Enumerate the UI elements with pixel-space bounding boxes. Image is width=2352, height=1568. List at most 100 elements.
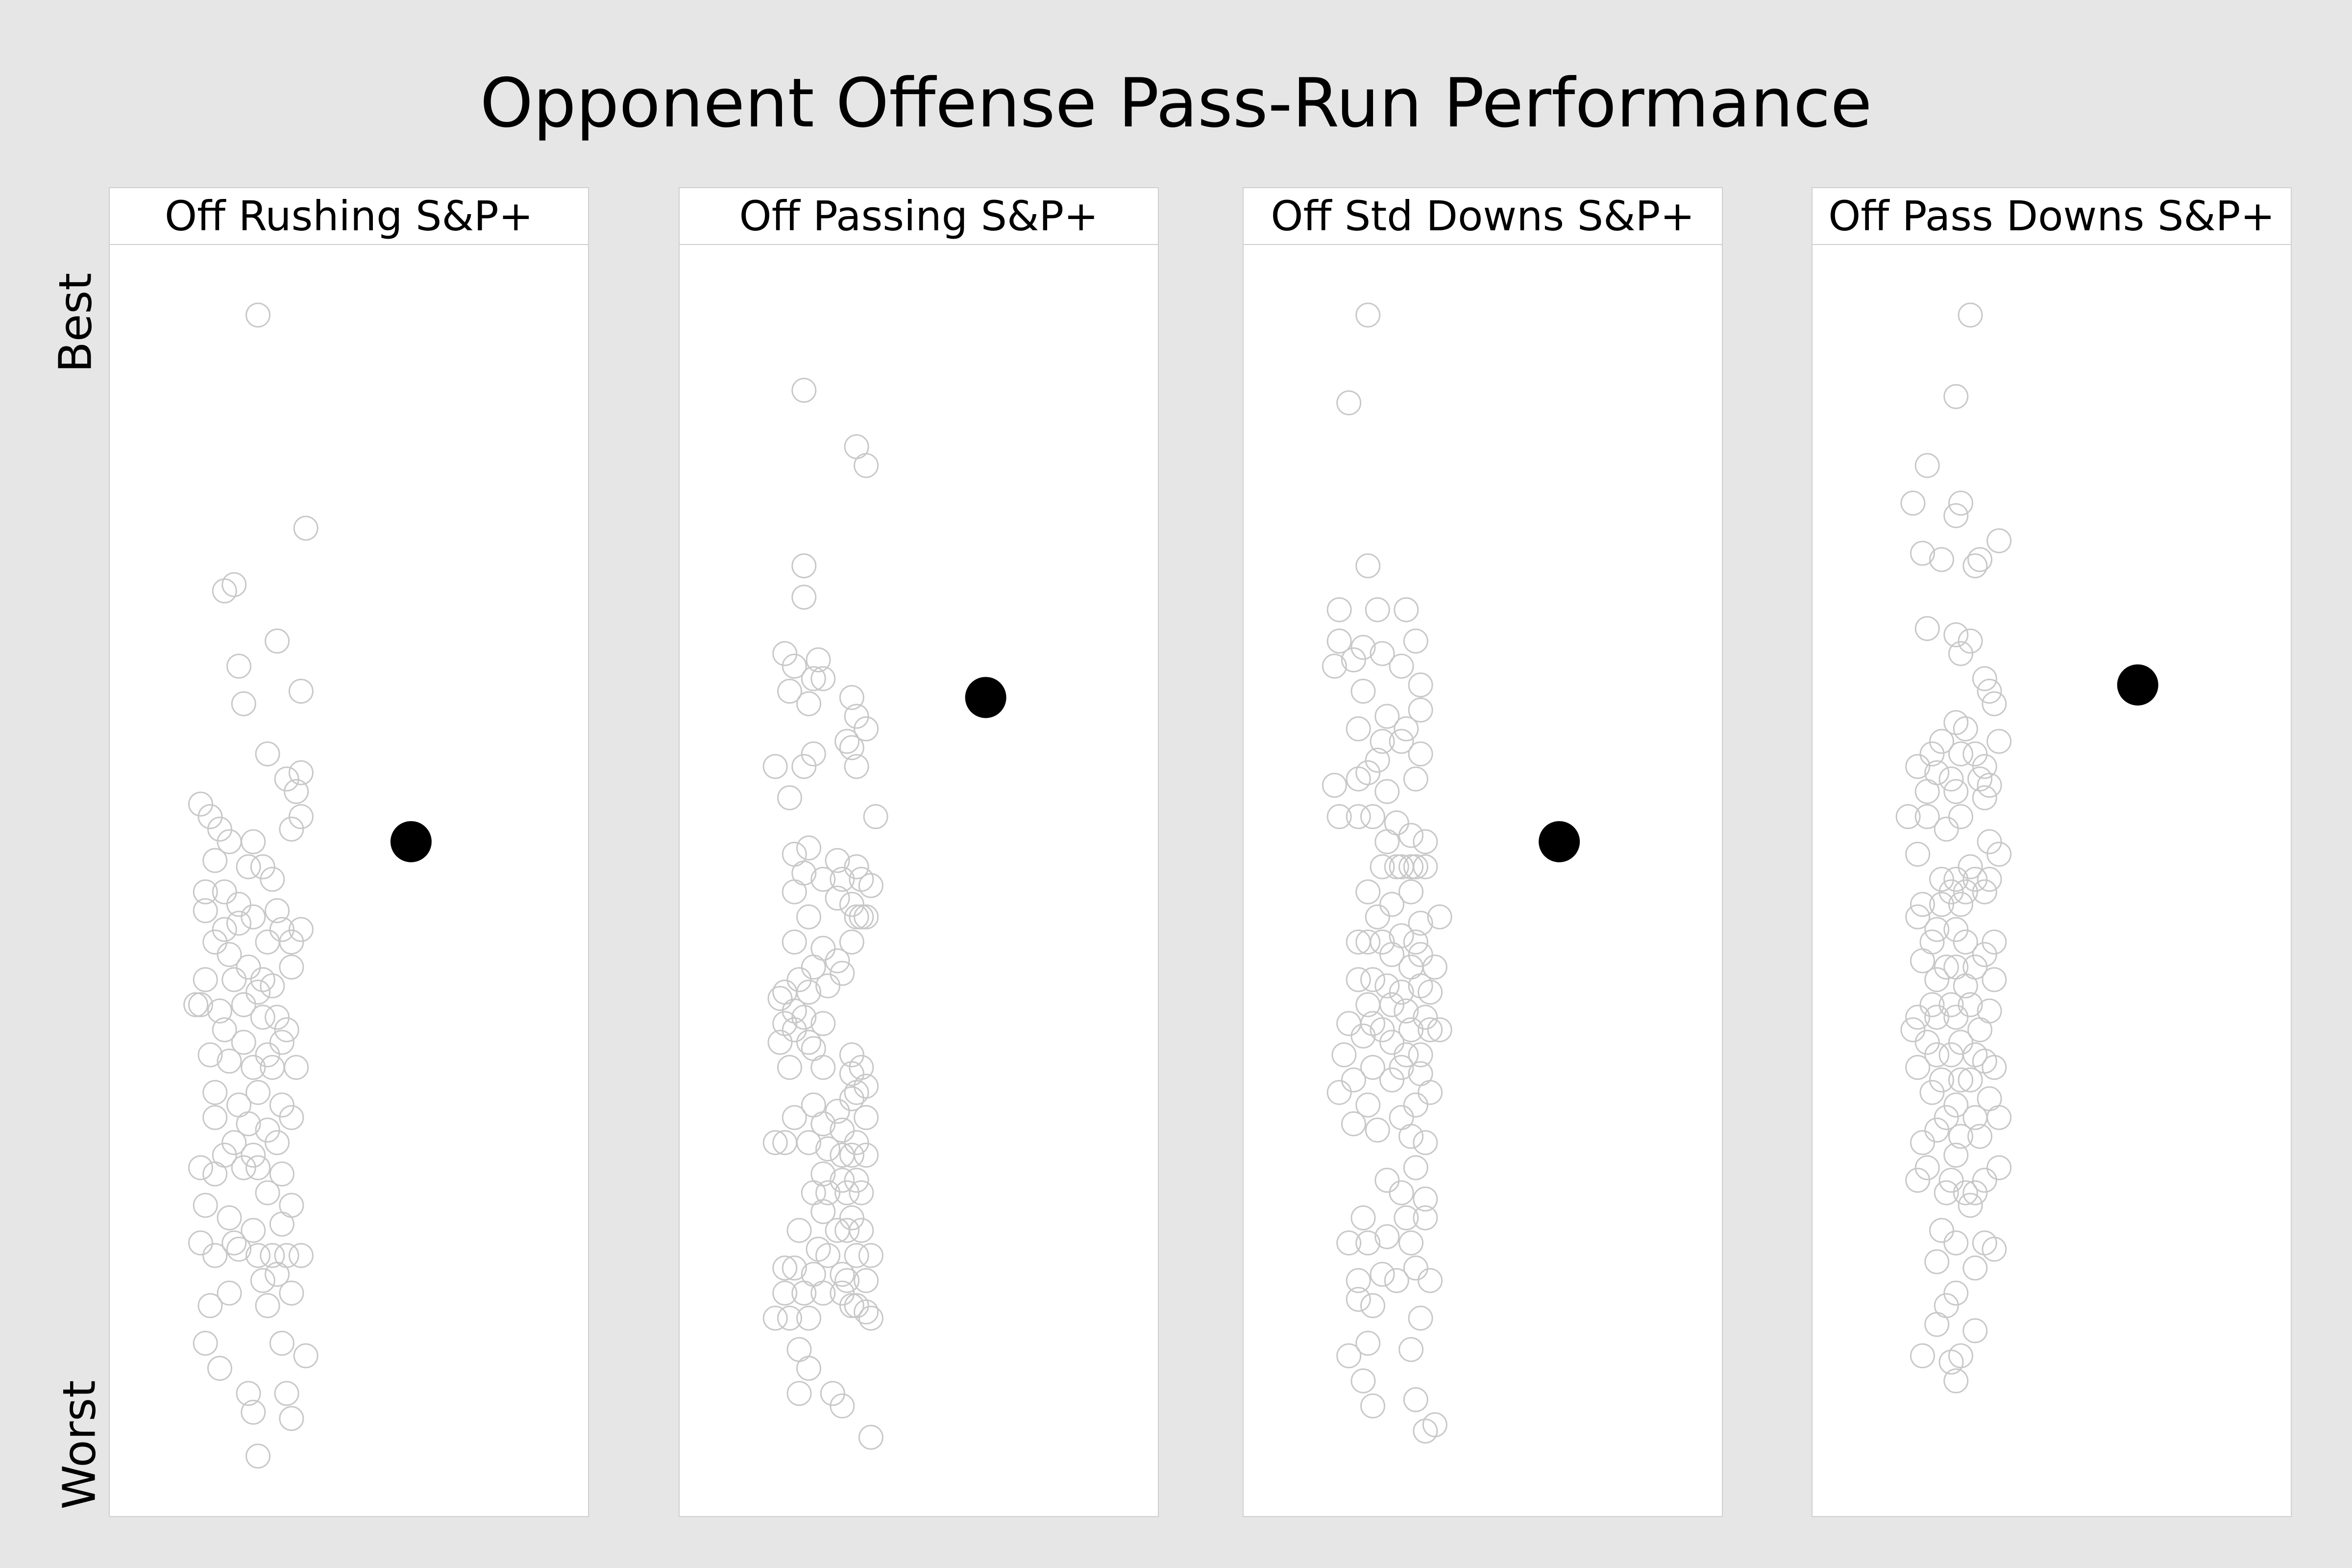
scatter-point xyxy=(786,967,812,992)
scatter-point xyxy=(1336,1343,1362,1369)
scatter-point xyxy=(1977,679,2002,704)
scatter-point xyxy=(772,641,798,666)
scatter-point xyxy=(1910,540,1935,566)
scatter-point xyxy=(1413,1130,1438,1155)
scatter-point xyxy=(796,1130,822,1155)
panel-title: Off Std Downs S&P+ xyxy=(1244,188,1722,245)
scatter-point xyxy=(1910,892,1935,917)
scatter-point xyxy=(1972,942,1997,967)
scatter-point xyxy=(1986,1105,2012,1130)
scatter-point xyxy=(844,434,869,460)
scatter-point xyxy=(1346,967,1371,992)
scatter-point xyxy=(1326,628,1352,654)
scatter-point xyxy=(1934,1293,1959,1319)
scatter-point xyxy=(1943,622,1969,647)
scatter-point xyxy=(810,1199,836,1225)
scatter-point xyxy=(791,1004,817,1030)
panel-title: Off Pass Downs S&P+ xyxy=(1813,188,2291,245)
scatter-point xyxy=(1418,980,1443,1005)
scatter-point xyxy=(217,1049,242,1074)
scatter-point xyxy=(1384,854,1409,880)
scatter-point xyxy=(279,929,304,955)
scatter-point xyxy=(801,666,826,691)
scatter-point xyxy=(1962,1255,1988,1281)
scatter-point xyxy=(279,1280,304,1306)
scatter-point xyxy=(834,1218,860,1243)
scatter-point xyxy=(255,929,280,955)
scatter-point xyxy=(1408,1061,1433,1086)
scatter-point xyxy=(221,1230,247,1256)
scatter-point xyxy=(202,929,228,955)
scatter-point xyxy=(1418,1268,1443,1293)
scatter-point xyxy=(1962,1318,1988,1344)
scatter-point xyxy=(762,1305,788,1331)
scatter-point xyxy=(796,691,822,716)
scatter-point xyxy=(226,1236,252,1262)
scatter-point xyxy=(830,867,855,892)
scatter-point xyxy=(782,1017,807,1043)
scatter-point xyxy=(274,1243,299,1268)
scatter-point xyxy=(1938,766,1964,792)
scatter-point xyxy=(1355,760,1381,785)
scatter-point xyxy=(1943,1004,1969,1030)
scatter-point xyxy=(1365,597,1390,622)
scatter-point xyxy=(202,848,228,873)
scatter-point xyxy=(1972,1230,1997,1256)
scatter-point xyxy=(1403,1155,1428,1180)
scatter-point xyxy=(791,377,817,403)
scatter-point xyxy=(1962,741,1988,767)
scatter-point xyxy=(255,1180,280,1205)
scatter-point xyxy=(269,1211,294,1237)
scatter-point xyxy=(1355,879,1381,905)
scatter-point xyxy=(1427,904,1452,930)
panel-off-pass-downs: Off Pass Downs S&P+ xyxy=(1812,187,2292,1517)
scatter-point xyxy=(260,867,285,892)
scatter-point xyxy=(1934,1105,1959,1130)
scatter-point xyxy=(255,1293,280,1319)
scatter-point xyxy=(1355,1230,1381,1256)
scatter-point xyxy=(241,1218,266,1243)
scatter-point xyxy=(245,302,271,328)
scatter-point xyxy=(274,1381,299,1406)
scatter-point xyxy=(293,1343,318,1369)
scatter-point xyxy=(1422,1412,1447,1438)
scatter-point xyxy=(815,1136,841,1162)
scatter-point xyxy=(250,967,275,992)
scatter-point xyxy=(1403,1387,1428,1412)
scatter-point xyxy=(1900,1017,1926,1043)
highlight-point xyxy=(1539,821,1580,862)
scatter-point xyxy=(1370,729,1395,754)
scatter-point xyxy=(1948,490,1974,516)
scatter-point xyxy=(801,1036,826,1061)
scatter-point xyxy=(193,879,218,905)
scatter-point xyxy=(288,1243,314,1268)
scatter-point xyxy=(782,929,807,955)
scatter-point xyxy=(269,917,294,942)
scatter-point xyxy=(1924,1117,1950,1143)
scatter-point xyxy=(1962,553,1988,579)
scatter-point xyxy=(854,1299,879,1324)
scatter-point xyxy=(786,1337,812,1362)
scatter-point xyxy=(226,892,252,917)
scatter-point xyxy=(288,804,314,830)
scatter-point xyxy=(197,1293,223,1319)
scatter-point xyxy=(1389,653,1414,679)
scatter-point xyxy=(202,1243,228,1268)
scatter-point xyxy=(1967,1017,1993,1043)
scatter-point xyxy=(858,873,883,898)
scatter-point xyxy=(815,1180,841,1205)
scatter-point xyxy=(1972,1168,1997,1193)
scatter-point xyxy=(255,1117,280,1143)
scatter-point xyxy=(849,904,874,930)
scatter-point xyxy=(1919,992,1945,1017)
scatter-point xyxy=(1910,1130,1935,1155)
scatter-point xyxy=(825,1099,850,1124)
scatter-point xyxy=(801,741,826,767)
scatter-point xyxy=(810,1111,836,1137)
scatter-point xyxy=(1370,641,1395,666)
scatter-point xyxy=(217,1205,242,1230)
highlight-point xyxy=(965,677,1006,718)
scatter-plot xyxy=(1895,302,2158,1394)
scatter-point xyxy=(1360,1054,1386,1080)
scatter-point xyxy=(1948,1029,1974,1055)
